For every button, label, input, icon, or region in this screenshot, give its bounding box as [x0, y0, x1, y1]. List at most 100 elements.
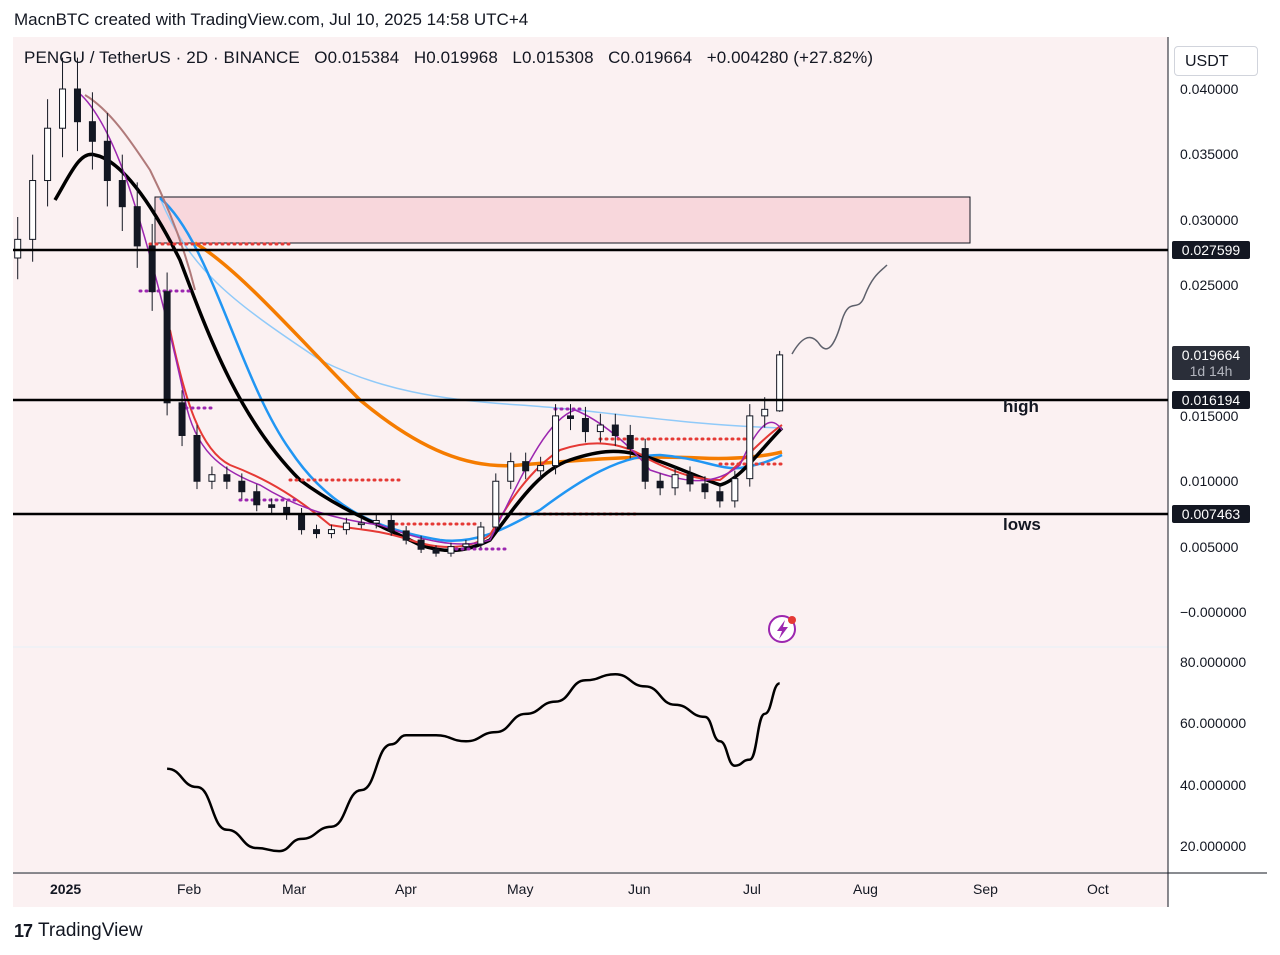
candle[interactable]: [238, 480, 246, 493]
indicator-tick: 40.000000: [1180, 777, 1246, 793]
candle[interactable]: [73, 88, 81, 123]
indicator-tick: 60.000000: [1180, 715, 1246, 731]
candle[interactable]: [432, 548, 440, 554]
candle[interactable]: [402, 530, 410, 541]
time-tick: Oct: [1087, 881, 1109, 897]
time-tick-year: 2025: [50, 881, 81, 897]
candle[interactable]: [596, 424, 604, 433]
candle[interactable]: [253, 491, 261, 506]
candle[interactable]: [492, 480, 500, 528]
candle[interactable]: [268, 504, 276, 508]
candle[interactable]: [522, 461, 530, 472]
candle[interactable]: [327, 529, 335, 535]
price-tick: 0.040000: [1180, 81, 1239, 97]
candle[interactable]: [626, 434, 634, 450]
candle[interactable]: [701, 483, 709, 493]
high-level-tag: 0.016194: [1172, 391, 1250, 409]
symbol-legend[interactable]: PENGU / TetherUS · 2D · BINANCE O0.01538…: [24, 48, 873, 68]
ohlc-change: +0.004280 (+27.82%): [706, 48, 874, 67]
currency-selector[interactable]: USDT: [1174, 46, 1258, 76]
tradingview-logo[interactable]: 17 TradingView: [14, 920, 143, 942]
resistance-level-tag: 0.027599: [1172, 241, 1250, 259]
time-tick: Feb: [177, 881, 201, 897]
candle[interactable]: [14, 238, 22, 259]
candle[interactable]: [133, 206, 141, 247]
candle[interactable]: [163, 291, 171, 404]
candle[interactable]: [477, 526, 485, 545]
candle[interactable]: [581, 417, 589, 433]
high-annotation[interactable]: high: [1003, 397, 1039, 416]
candle[interactable]: [59, 88, 67, 129]
projection-path[interactable]: [791, 264, 888, 355]
bar-countdown: 1d 14h: [1189, 363, 1233, 379]
candle[interactable]: [611, 424, 619, 436]
current-price-tag: 0.019664 1d 14h: [1172, 346, 1250, 380]
candle[interactable]: [731, 478, 739, 502]
ohlc-open: O0.015384: [314, 48, 400, 67]
candle[interactable]: [298, 513, 306, 531]
candle[interactable]: [44, 127, 52, 182]
candle[interactable]: [746, 415, 754, 480]
price-tick: 0.035000: [1180, 146, 1239, 162]
time-tick: Apr: [395, 881, 417, 897]
candle[interactable]: [537, 465, 545, 472]
candle[interactable]: [193, 434, 201, 482]
price-tick: −0.000000: [1180, 604, 1247, 620]
chart-credit: MacnBTC created with TradingView.com, Ju…: [14, 10, 529, 29]
price-tick: 0.005000: [1180, 539, 1239, 555]
indicator-tick: 80.000000: [1180, 654, 1246, 670]
tradingview-brand: TradingView: [38, 920, 143, 941]
oscillator-pane[interactable]: [13, 648, 1168, 872]
candle[interactable]: [372, 519, 380, 524]
candle[interactable]: [716, 491, 724, 502]
candle[interactable]: [387, 519, 395, 532]
price-tick: 0.025000: [1180, 277, 1239, 293]
time-tick: Aug: [853, 881, 878, 897]
candle[interactable]: [507, 461, 515, 482]
candle[interactable]: [462, 543, 470, 548]
lightning-alert-icon[interactable]: [768, 615, 796, 643]
candle[interactable]: [552, 415, 560, 467]
current-price: 0.019664: [1181, 347, 1241, 363]
candle[interactable]: [342, 522, 350, 531]
candle[interactable]: [29, 180, 37, 240]
candle[interactable]: [118, 180, 126, 208]
ohlc-low: L0.015308: [512, 48, 594, 67]
ohlc-close: C0.019664: [608, 48, 693, 67]
candle[interactable]: [357, 522, 365, 526]
lows-level-tag: 0.007463: [1172, 505, 1250, 523]
candle[interactable]: [447, 546, 455, 554]
candle[interactable]: [148, 245, 156, 293]
candle[interactable]: [208, 474, 216, 482]
time-tick: Jun: [628, 881, 651, 897]
candle[interactable]: [313, 529, 321, 535]
candle[interactable]: [671, 474, 679, 489]
time-tick: May: [507, 881, 533, 897]
candle[interactable]: [178, 402, 186, 436]
main-pane[interactable]: [13, 37, 1168, 646]
supply-zone[interactable]: [154, 196, 971, 244]
time-tick: Mar: [282, 881, 306, 897]
candle[interactable]: [641, 448, 649, 482]
price-tick: 0.030000: [1180, 212, 1239, 228]
candle[interactable]: [656, 480, 664, 489]
candle[interactable]: [88, 121, 96, 142]
time-tick: Sep: [973, 881, 998, 897]
candle[interactable]: [566, 415, 574, 419]
sma-orange-line: [194, 241, 783, 468]
sma-lightblue-line: [159, 197, 783, 429]
candle[interactable]: [686, 474, 694, 485]
candle[interactable]: [761, 408, 769, 417]
time-axis-band[interactable]: [13, 873, 1168, 907]
price-tick: 0.015000: [1180, 408, 1239, 424]
candle[interactable]: [776, 354, 784, 412]
time-tick: Jul: [743, 881, 761, 897]
candles-group[interactable]: [14, 57, 784, 557]
candle[interactable]: [417, 539, 425, 550]
price-axis-band[interactable]: [1169, 37, 1267, 907]
candle[interactable]: [223, 474, 231, 482]
symbol-name[interactable]: PENGU / TetherUS · 2D · BINANCE: [24, 48, 300, 67]
candle[interactable]: [103, 140, 111, 182]
lows-annotation[interactable]: lows: [1003, 515, 1041, 534]
